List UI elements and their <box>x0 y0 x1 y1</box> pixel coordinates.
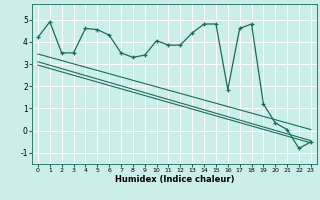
X-axis label: Humidex (Indice chaleur): Humidex (Indice chaleur) <box>115 175 234 184</box>
